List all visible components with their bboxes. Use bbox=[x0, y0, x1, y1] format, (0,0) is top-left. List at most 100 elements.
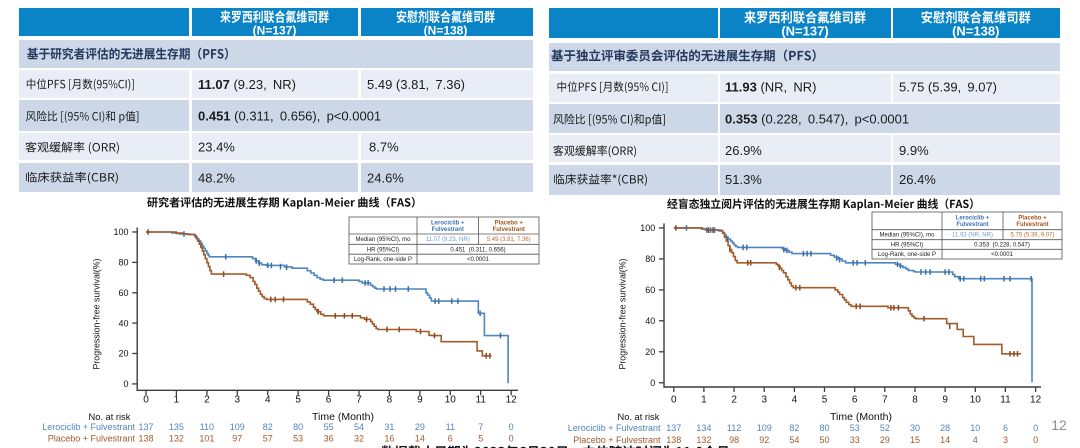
svg-text:Lerociclib + Fulvestrant: Lerociclib + Fulvestrant bbox=[568, 423, 661, 433]
svg-text:7: 7 bbox=[356, 395, 362, 406]
svg-text:82: 82 bbox=[263, 422, 273, 432]
svg-text:57: 57 bbox=[263, 434, 273, 444]
svg-text:10: 10 bbox=[970, 423, 980, 433]
svg-text:HR (95%CI): HR (95%CI) bbox=[891, 243, 923, 249]
svg-text:5: 5 bbox=[478, 434, 483, 444]
svg-text:4: 4 bbox=[265, 395, 271, 406]
svg-text:29: 29 bbox=[880, 435, 890, 445]
svg-text:80: 80 bbox=[820, 423, 830, 433]
svg-text:0: 0 bbox=[1033, 435, 1038, 445]
svg-text:Time (Month): Time (Month) bbox=[312, 411, 374, 423]
svg-text:Median (95%CI), mo: Median (95%CI), mo bbox=[879, 233, 935, 239]
svg-text:8: 8 bbox=[912, 395, 918, 406]
svg-text:9: 9 bbox=[417, 395, 423, 406]
svg-text:Progression-free survival(%): Progression-free survival(%) bbox=[92, 258, 102, 369]
svg-text:5.49 (3.81, 7.36): 5.49 (3.81, 7.36) bbox=[367, 77, 465, 92]
svg-text:54: 54 bbox=[789, 435, 799, 445]
svg-text:80: 80 bbox=[293, 422, 303, 432]
svg-text:8: 8 bbox=[387, 395, 393, 406]
svg-text:137: 137 bbox=[666, 423, 681, 433]
svg-text:0.451 (0.311, 0.656), p<0.00: 0.451 (0.311, 0.656), p<0.0001 bbox=[198, 109, 381, 124]
svg-text:3: 3 bbox=[761, 395, 767, 406]
svg-text:101: 101 bbox=[199, 434, 214, 444]
svg-text:6: 6 bbox=[852, 395, 858, 406]
svg-text:0: 0 bbox=[509, 434, 514, 444]
svg-text:134: 134 bbox=[696, 423, 711, 433]
svg-text:Lerociclib + Fulvestrant: Lerociclib + Fulvestrant bbox=[42, 422, 135, 432]
svg-text:26.4%: 26.4% bbox=[899, 172, 936, 187]
svg-text:23.4%: 23.4% bbox=[198, 140, 235, 155]
svg-text:135: 135 bbox=[169, 422, 184, 432]
svg-text:29: 29 bbox=[415, 422, 425, 432]
svg-text:7: 7 bbox=[478, 422, 483, 432]
svg-text:5.49 (3.81, 7.36): 5.49 (3.81, 7.36) bbox=[487, 237, 531, 243]
svg-text:11: 11 bbox=[446, 422, 455, 432]
svg-text:138: 138 bbox=[138, 434, 153, 444]
svg-text:Fulvestrant: Fulvestrant bbox=[1016, 222, 1048, 228]
svg-text:80: 80 bbox=[645, 254, 655, 264]
svg-text:20: 20 bbox=[645, 347, 655, 357]
svg-text:(N=138): (N=138) bbox=[952, 24, 999, 39]
svg-text:30: 30 bbox=[910, 423, 920, 433]
svg-text:1: 1 bbox=[174, 395, 180, 406]
svg-text:Time (Month): Time (Month) bbox=[830, 411, 892, 423]
svg-text:(N=137): (N=137) bbox=[253, 24, 297, 38]
svg-text:HR (95%CI): HR (95%CI) bbox=[367, 247, 399, 253]
svg-text:0: 0 bbox=[509, 422, 514, 432]
svg-text:Placebo + Fulvestrant: Placebo + Fulvestrant bbox=[573, 435, 661, 445]
svg-text:7: 7 bbox=[882, 395, 888, 406]
svg-text:28: 28 bbox=[940, 423, 950, 433]
svg-text:3: 3 bbox=[1003, 435, 1008, 445]
svg-text:24.6%: 24.6% bbox=[367, 171, 404, 186]
svg-text:11.93 (NR, NR): 11.93 (NR, NR) bbox=[952, 233, 993, 239]
svg-text:138: 138 bbox=[666, 435, 681, 445]
svg-text:97: 97 bbox=[232, 434, 242, 444]
svg-text:32: 32 bbox=[354, 434, 364, 444]
svg-text:5.75 (5.39, 9.07): 5.75 (5.39, 9.07) bbox=[1010, 233, 1054, 239]
svg-text:60: 60 bbox=[645, 285, 655, 295]
svg-text:11.07 (9.23, NR): 11.07 (9.23, NR) bbox=[426, 237, 470, 243]
svg-text:0: 0 bbox=[671, 395, 677, 406]
svg-text:8.7%: 8.7% bbox=[369, 140, 399, 155]
svg-text:0.451 (0.311, 0.656): 0.451 (0.311, 0.656) bbox=[450, 247, 505, 253]
svg-text:40: 40 bbox=[118, 318, 128, 328]
svg-text:9.9%: 9.9% bbox=[899, 143, 929, 158]
svg-text:9: 9 bbox=[942, 395, 948, 406]
svg-text:36: 36 bbox=[324, 434, 334, 444]
svg-text:6: 6 bbox=[1003, 423, 1008, 433]
svg-text:Progression-free survival(%): Progression-free survival(%) bbox=[618, 258, 628, 369]
svg-text:60: 60 bbox=[118, 288, 128, 298]
svg-text:0: 0 bbox=[1033, 423, 1038, 433]
svg-text:55: 55 bbox=[324, 422, 334, 432]
svg-text:11.07 (9.23, NR): 11.07 (9.23, NR) bbox=[198, 77, 296, 92]
svg-text:Placebo +: Placebo + bbox=[1018, 216, 1047, 222]
svg-text:0: 0 bbox=[650, 378, 655, 388]
svg-text:Lerociclib +: Lerociclib + bbox=[431, 221, 465, 227]
svg-text:110: 110 bbox=[200, 422, 214, 432]
svg-text:100: 100 bbox=[113, 227, 128, 237]
svg-text:82: 82 bbox=[789, 423, 799, 433]
svg-text:52: 52 bbox=[880, 423, 890, 433]
svg-text:12: 12 bbox=[1051, 417, 1067, 433]
svg-text:5.75 (5.39, 9.07): 5.75 (5.39, 9.07) bbox=[899, 80, 997, 95]
svg-text:<0.0001: <0.0001 bbox=[991, 252, 1014, 258]
svg-text:20: 20 bbox=[118, 349, 128, 359]
svg-text:48.2%: 48.2% bbox=[198, 171, 235, 186]
svg-text:12: 12 bbox=[506, 395, 518, 406]
svg-text:80: 80 bbox=[118, 258, 128, 268]
svg-text:53: 53 bbox=[850, 423, 860, 433]
svg-text:Median (95%CI), mo: Median (95%CI), mo bbox=[355, 237, 411, 243]
svg-text:16: 16 bbox=[384, 434, 394, 444]
svg-text:5: 5 bbox=[822, 395, 828, 406]
svg-text:No. at risk: No. at risk bbox=[618, 412, 660, 422]
svg-text:112: 112 bbox=[727, 423, 741, 433]
svg-text:<0.0001: <0.0001 bbox=[467, 257, 490, 263]
svg-text:4: 4 bbox=[973, 435, 978, 445]
svg-text:132: 132 bbox=[169, 434, 184, 444]
svg-text:Fulvestrant: Fulvestrant bbox=[956, 222, 988, 228]
svg-text:26.9%: 26.9% bbox=[725, 143, 762, 158]
svg-text:51.3%: 51.3% bbox=[725, 172, 762, 187]
svg-text:0: 0 bbox=[123, 379, 128, 389]
svg-text:40: 40 bbox=[645, 316, 655, 326]
svg-text:Lerociclib +: Lerociclib + bbox=[956, 216, 990, 222]
